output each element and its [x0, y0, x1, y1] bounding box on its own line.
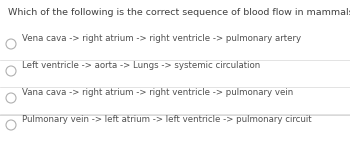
Text: Left ventricle -> aorta -> Lungs -> systemic circulation: Left ventricle -> aorta -> Lungs -> syst…: [22, 61, 260, 70]
Text: Which of the following is the correct sequence of blood flow in mammals?: Which of the following is the correct se…: [8, 8, 350, 17]
Text: Vana cava -> right atrium -> right ventricle -> pulmonary vein: Vana cava -> right atrium -> right ventr…: [22, 88, 293, 97]
Text: Vena cava -> right atrium -> right ventricle -> pulmonary artery: Vena cava -> right atrium -> right ventr…: [22, 34, 301, 43]
Text: Pulmonary vein -> left atrium -> left ventricle -> pulmonary circuit: Pulmonary vein -> left atrium -> left ve…: [22, 115, 312, 124]
